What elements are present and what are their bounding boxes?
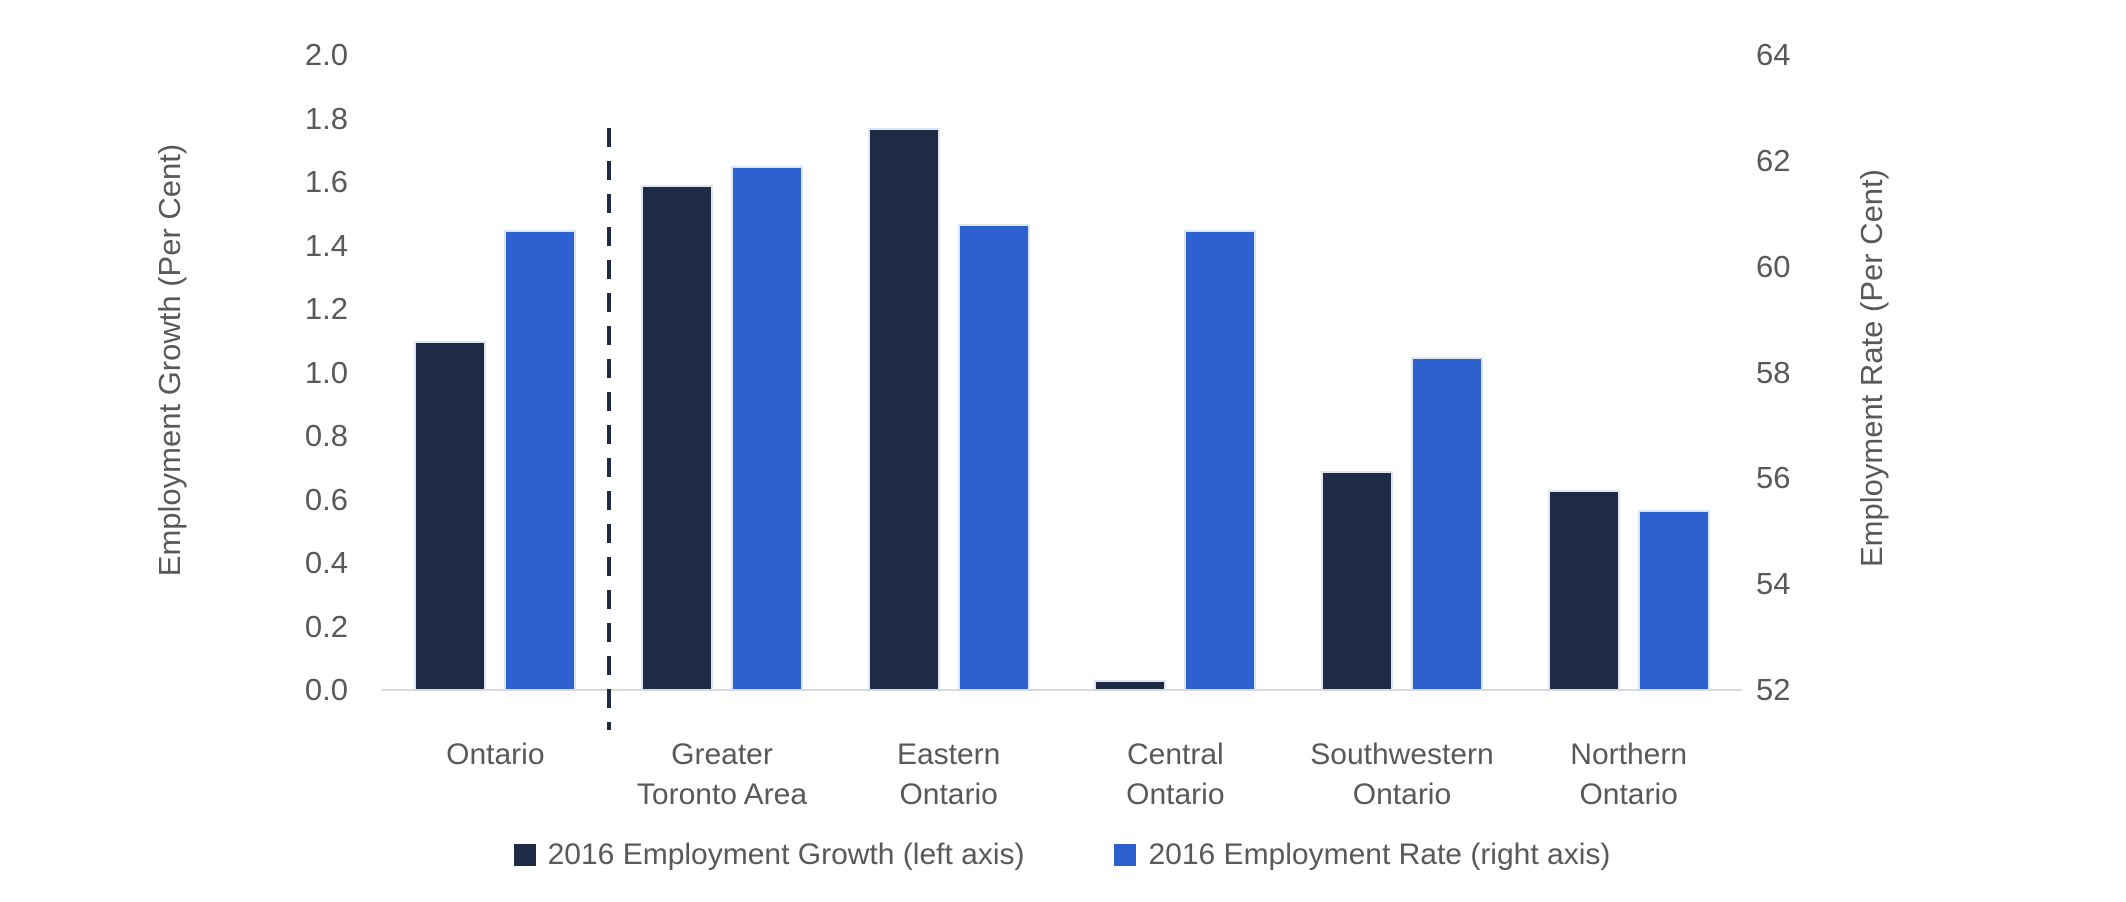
left-axis-tick-1.0: 1.0 <box>304 354 348 390</box>
legend: 2016 Employment Growth (left axis) 2016 E… <box>382 838 1742 872</box>
left-axis-tick-0.0: 0.0 <box>304 672 348 707</box>
category-label-central-ontario: Central Ontario <box>1126 738 1225 811</box>
bar-growth-central-ontario <box>1094 680 1167 690</box>
bar-growth-northern-ontario <box>1547 489 1620 690</box>
left-axis-tick-0.2: 0.2 <box>304 608 348 644</box>
x-axis-line <box>382 689 1742 691</box>
bar-rate-southwestern-ontario <box>1411 356 1483 690</box>
category-label-northern-ontario: Northern Ontario <box>1570 738 1688 811</box>
right-axis-tick-60: 60 <box>1756 248 1791 284</box>
left-axis-tick-1.4: 1.4 <box>304 227 348 263</box>
left-axis-tick-1.2: 1.2 <box>304 291 348 326</box>
left-axis-title: Employment Growth (Per Cent) <box>152 143 187 577</box>
bar-growth-eastern-ontario <box>867 128 940 690</box>
left-axis-tick-1.8: 1.8 <box>304 100 348 136</box>
bar-growth-ontario <box>414 340 487 690</box>
left-axis-tick-0.4: 0.4 <box>304 545 348 580</box>
bar-rate-ontario <box>504 229 577 690</box>
legend-item-rate: 2016 Employment Rate (right axis) <box>1114 838 1610 872</box>
legend-swatch-growth <box>513 844 536 866</box>
bar-growth-greater-toronto-area <box>641 185 713 690</box>
legend-swatch-rate <box>1114 844 1137 866</box>
category-label-ontario: Ontario <box>446 738 545 771</box>
legend-item-growth: 2016 Employment Growth (left axis) <box>513 838 1025 872</box>
right-axis-tick-52: 52 <box>1756 672 1791 707</box>
legend-label-rate: 2016 Employment Rate (right axis) <box>1148 838 1611 871</box>
right-axis-tick-58: 58 <box>1756 354 1791 390</box>
left-axis-tick-0.8: 0.8 <box>304 418 348 453</box>
bar-growth-southwestern-ontario <box>1321 470 1393 690</box>
left-axis-tick-0.6: 0.6 <box>304 481 348 517</box>
right-axis-tick-64: 64 <box>1756 37 1791 72</box>
bar-rate-central-ontario <box>1184 229 1257 690</box>
category-label-greater-toronto-area: Greater Toronto Area <box>636 738 808 811</box>
right-axis-tick-56: 56 <box>1756 460 1791 496</box>
category-label-southwestern-ontario: Southwestern Ontario <box>1310 738 1494 811</box>
right-axis-tick-62: 62 <box>1756 142 1791 178</box>
legend-label-growth: 2016 Employment Growth (left axis) <box>547 838 1025 871</box>
category-divider-line <box>606 128 611 730</box>
plot-area <box>382 55 1742 690</box>
left-axis-tick-2.0: 2.0 <box>304 37 348 72</box>
left-axis-tick-1.6: 1.6 <box>304 164 348 199</box>
bar-rate-greater-toronto-area <box>731 166 803 690</box>
bar-rate-eastern-ontario <box>957 224 1030 690</box>
right-axis-tick-54: 54 <box>1756 566 1791 602</box>
bar-rate-northern-ontario <box>1637 510 1710 690</box>
category-label-eastern-ontario: Eastern Ontario <box>896 738 1001 811</box>
